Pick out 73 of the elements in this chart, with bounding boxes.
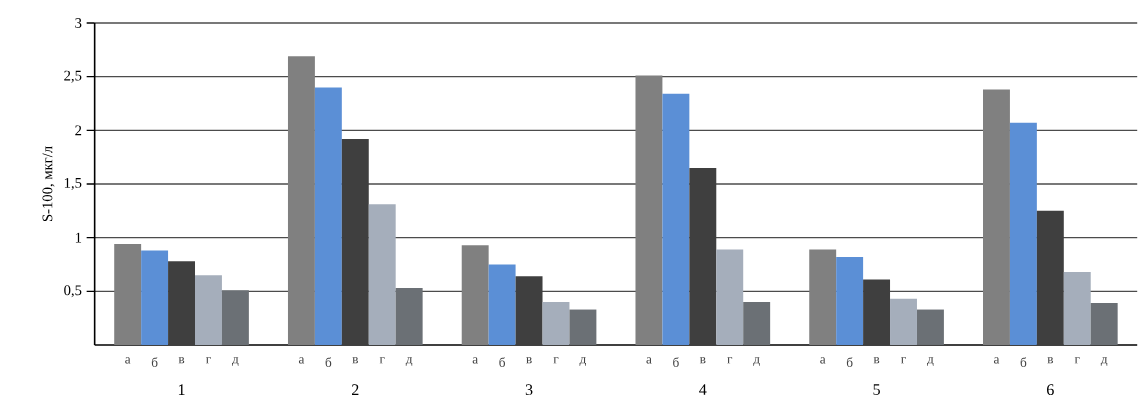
bar [1036, 210, 1064, 345]
x-tick-label: 5 [873, 384, 880, 395]
bar [983, 89, 1010, 345]
text: д [405, 357, 413, 366]
text: а [820, 357, 826, 364]
series-label: б [151, 357, 158, 367]
bar [488, 264, 516, 345]
text: а [993, 357, 1000, 364]
y-axis-title: S-100, мкг/л [42, 146, 55, 222]
text: г [553, 357, 559, 364]
bar [542, 302, 570, 345]
text: в [699, 357, 706, 364]
bar [395, 288, 423, 345]
x-tick-label: 1 [178, 384, 185, 395]
text: г [1074, 357, 1080, 364]
text: в [1047, 357, 1054, 364]
bar [743, 302, 771, 345]
bar [809, 249, 837, 345]
bar [287, 56, 315, 345]
bar [314, 87, 342, 345]
bar [662, 93, 690, 345]
bar [168, 261, 196, 345]
text: д [579, 357, 587, 366]
bar [1009, 122, 1037, 345]
bar [141, 250, 169, 345]
x-tick-label: 2 [352, 384, 359, 395]
bar [716, 249, 744, 345]
x-tick-label: 4 [699, 384, 707, 395]
series-label: г [205, 357, 211, 364]
y-tick-label: 1 [75, 232, 82, 243]
bar [635, 75, 663, 345]
y-tick-label: 3 [75, 18, 82, 28]
bar [221, 290, 249, 345]
text: в [526, 357, 532, 364]
text: б [673, 357, 679, 367]
bar [569, 309, 597, 345]
y-tick-label: 2,5 [64, 70, 82, 83]
series-label: д [232, 357, 239, 366]
text: д [753, 357, 760, 366]
text: а [646, 357, 652, 364]
bar [461, 245, 489, 345]
x-tick-label: 3 [525, 384, 533, 396]
text: г [727, 357, 733, 364]
y-tick-label: 0,5 [64, 285, 82, 298]
bar [689, 167, 717, 345]
bar [114, 244, 142, 345]
text: г [379, 357, 385, 364]
text: в [352, 357, 358, 364]
bar [195, 275, 222, 345]
bar [836, 256, 864, 345]
series-label: а [125, 357, 131, 364]
bar [916, 309, 944, 345]
bar [863, 279, 891, 345]
text: д [927, 357, 934, 366]
bar [1063, 272, 1091, 345]
text: в [873, 357, 880, 364]
y-tick-label: 2 [75, 125, 82, 136]
bar [515, 276, 543, 345]
bar [341, 138, 369, 345]
x-tick-label: 6 [1047, 384, 1054, 396]
bar [890, 298, 917, 345]
y-tick-label: 1,5 [64, 178, 82, 190]
text: б [846, 357, 853, 367]
text: б [1020, 357, 1027, 367]
bar [1090, 303, 1118, 345]
text: г [901, 357, 906, 364]
text: б [499, 357, 505, 367]
text: б [325, 357, 332, 367]
text: а [472, 357, 478, 364]
bar [368, 204, 396, 345]
text: д [1100, 357, 1108, 366]
series-label: в [178, 357, 185, 364]
text: а [298, 357, 305, 364]
